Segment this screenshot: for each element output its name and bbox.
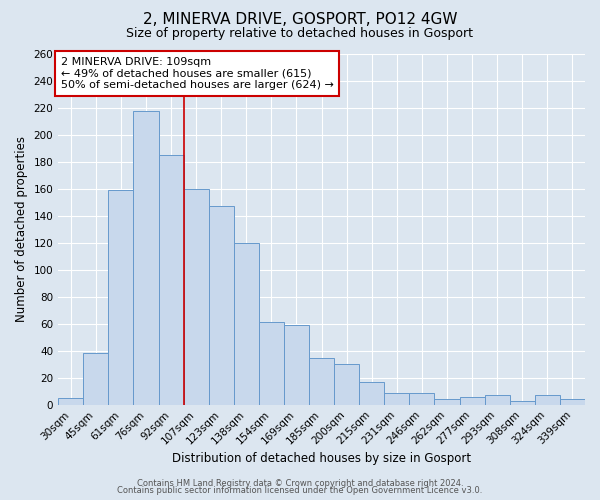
Text: Contains HM Land Registry data © Crown copyright and database right 2024.: Contains HM Land Registry data © Crown c… [137,478,463,488]
Bar [334,364,359,405]
Bar [58,398,83,404]
Bar [284,325,309,404]
Bar [485,396,510,404]
Bar [560,400,585,404]
Bar [83,354,109,405]
Bar [109,190,133,404]
Text: 2 MINERVA DRIVE: 109sqm
← 49% of detached houses are smaller (615)
50% of semi-d: 2 MINERVA DRIVE: 109sqm ← 49% of detache… [61,57,334,90]
Bar [409,392,434,404]
Bar [510,400,535,404]
Bar [158,155,184,404]
Text: 2, MINERVA DRIVE, GOSPORT, PO12 4GW: 2, MINERVA DRIVE, GOSPORT, PO12 4GW [143,12,457,28]
X-axis label: Distribution of detached houses by size in Gosport: Distribution of detached houses by size … [172,452,471,465]
Bar [209,206,234,404]
Y-axis label: Number of detached properties: Number of detached properties [15,136,28,322]
Bar [434,400,460,404]
Bar [133,110,158,405]
Text: Contains public sector information licensed under the Open Government Licence v3: Contains public sector information licen… [118,486,482,495]
Bar [359,382,385,404]
Bar [234,243,259,404]
Bar [309,358,334,405]
Bar [184,189,209,404]
Bar [385,392,409,404]
Bar [259,322,284,404]
Text: Size of property relative to detached houses in Gosport: Size of property relative to detached ho… [127,28,473,40]
Bar [460,396,485,404]
Bar [535,396,560,404]
